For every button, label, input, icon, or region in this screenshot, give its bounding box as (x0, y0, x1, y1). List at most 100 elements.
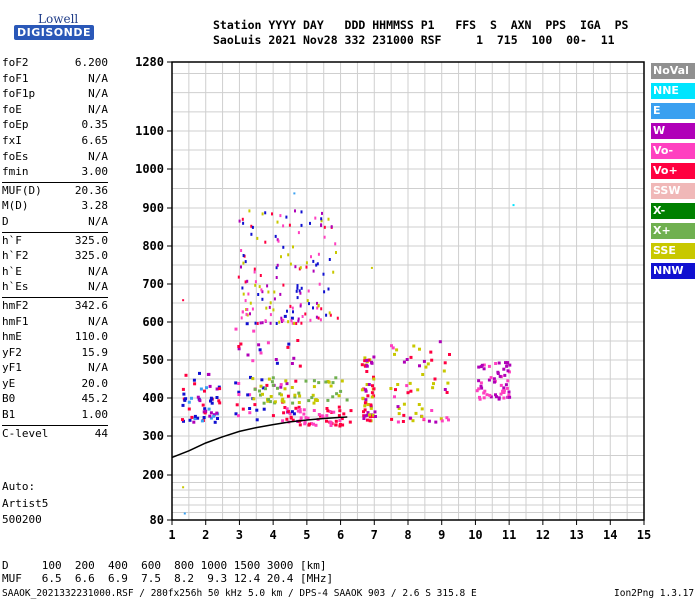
echo-point (366, 394, 370, 398)
echo-point (483, 389, 487, 393)
echo-point (431, 386, 435, 390)
param-name: foF1p (2, 87, 36, 101)
echo-point (248, 393, 252, 397)
echo-point (273, 400, 277, 404)
echo-point (329, 384, 333, 388)
echo-point (250, 224, 253, 228)
echo-point (244, 260, 247, 264)
param-row: hmF2 342.6 (2, 299, 108, 315)
echo-point (304, 379, 308, 383)
echo-point (312, 401, 316, 405)
echo-point (294, 209, 296, 213)
echo-point (304, 312, 307, 316)
param-row: foF1p N/A (2, 87, 108, 103)
echo-point (257, 343, 261, 347)
echo-point (279, 383, 283, 387)
echo-point (184, 373, 188, 377)
echo-point (316, 301, 318, 305)
echo-point (289, 304, 292, 308)
echo-point (248, 407, 252, 410)
param-row: h`F2 325.0 (2, 249, 108, 265)
param-name: hmE (2, 330, 22, 344)
echo-point (234, 381, 238, 385)
echo-point (285, 382, 289, 386)
echo-point (192, 420, 196, 424)
echo-point (312, 306, 314, 310)
echo-point (182, 419, 185, 423)
echo-point (363, 356, 367, 360)
y-tick-label: 600 (142, 315, 164, 329)
echo-point (181, 418, 184, 422)
echo-point (300, 223, 303, 227)
echo-point (210, 401, 214, 405)
echo-point (488, 393, 492, 397)
param-value: 1.00 (81, 408, 109, 422)
echo-point (192, 378, 196, 382)
echo-point (260, 288, 263, 292)
echo-point (264, 387, 267, 391)
echo-point (494, 393, 497, 397)
echo-point (286, 309, 288, 313)
echo-point (196, 416, 200, 420)
echo-point (408, 381, 412, 385)
echo-point (479, 365, 483, 369)
echo-point (181, 387, 185, 391)
x-tick-label: 4 (270, 528, 277, 542)
y-tick-label: 800 (142, 239, 164, 253)
param-row: fxI 6.65 (2, 134, 108, 150)
echo-point (312, 385, 316, 389)
echo-point (212, 413, 216, 417)
x-tick-label: 8 (404, 528, 411, 542)
echo-point (240, 316, 243, 320)
echo-point (237, 275, 240, 279)
echo-point (430, 409, 434, 412)
echo-point (285, 407, 289, 411)
echo-point (294, 406, 298, 410)
echo-point (237, 345, 241, 348)
echo-point (290, 386, 294, 389)
echo-point (502, 396, 506, 400)
param-name: B0 (2, 392, 16, 406)
echo-point (247, 292, 250, 296)
echo-point (389, 387, 393, 390)
echo-point (312, 259, 315, 263)
echo-point (201, 403, 205, 407)
param-name: foEs (2, 149, 29, 163)
echo-point (408, 416, 412, 420)
echo-point (512, 204, 515, 207)
echo-point (310, 422, 314, 426)
echo-point (395, 348, 399, 352)
echo-point (248, 209, 251, 213)
echo-point (237, 414, 240, 418)
echo-point (365, 383, 369, 386)
echo-point (240, 265, 242, 269)
echo-point (239, 342, 243, 346)
legend-item: X- (651, 203, 695, 219)
echo-point (218, 401, 222, 405)
echo-point (316, 306, 319, 310)
echo-point (204, 409, 208, 413)
echo-point (187, 400, 191, 404)
echo-point (363, 364, 367, 368)
echo-point (390, 344, 393, 348)
legend-item: E (651, 103, 695, 119)
echo-point (289, 415, 293, 419)
param-value: 325.0 (74, 233, 108, 247)
echo-point (215, 387, 219, 391)
echo-point (331, 381, 335, 385)
echo-point (334, 376, 338, 380)
echo-point (265, 383, 269, 387)
echo-point (251, 359, 255, 363)
param-name: yF2 (2, 345, 22, 359)
echo-point (312, 422, 315, 426)
echo-point (364, 398, 368, 402)
echo-point (196, 395, 200, 399)
echo-point (306, 299, 309, 303)
echo-point (310, 255, 312, 259)
echo-point (363, 401, 367, 405)
param-row: C-level 44 (2, 427, 108, 443)
param-name: h`Es (2, 280, 29, 294)
echo-point (241, 407, 245, 411)
echo-point (337, 394, 341, 398)
echo-point (289, 262, 292, 266)
